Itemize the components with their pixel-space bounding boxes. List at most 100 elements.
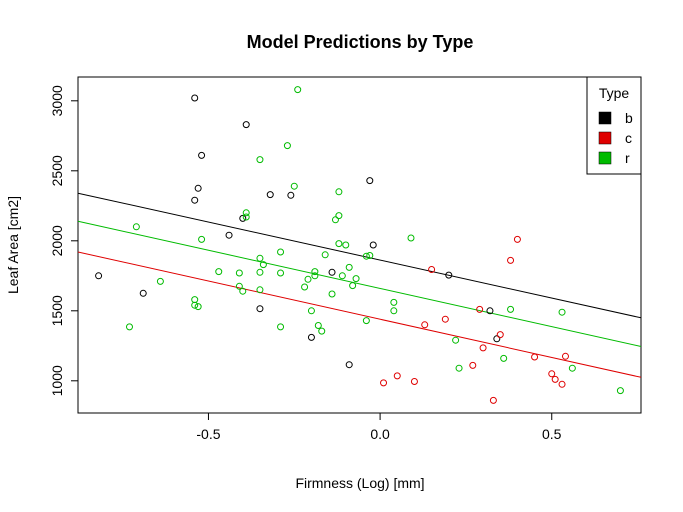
y-axis: 1000 1500 2000 2500 3000	[49, 85, 78, 396]
legend-label-c: c	[625, 130, 632, 146]
data-point-r	[256, 268, 264, 276]
x-axis: -0.5 0.0 0.5	[196, 413, 562, 442]
data-point-b	[266, 191, 274, 199]
data-point-c	[441, 315, 449, 323]
data-point-c	[548, 370, 556, 378]
plot-frame	[77, 76, 642, 414]
data-point-r	[338, 272, 346, 280]
data-point-r	[242, 213, 250, 221]
data-point-c	[421, 321, 429, 329]
data-point-b	[191, 94, 199, 102]
data-point-c	[479, 344, 487, 352]
data-point-r	[156, 277, 164, 285]
data-point-r	[335, 240, 343, 248]
data-point-r	[352, 275, 360, 283]
y-tick-label: 2000	[49, 225, 65, 256]
data-point-b	[328, 268, 336, 276]
data-point-r	[362, 252, 370, 260]
data-point-r	[452, 336, 460, 344]
data-point-b	[307, 333, 315, 341]
data-point-r	[318, 327, 326, 335]
y-tick-label: 3000	[49, 85, 65, 116]
data-point-b	[345, 361, 353, 369]
data-point-b	[225, 231, 233, 239]
data-point-r	[311, 268, 319, 276]
data-point-b	[198, 151, 206, 159]
data-point-r	[194, 303, 202, 311]
data-point-r	[256, 254, 264, 262]
data-point-r	[277, 248, 285, 256]
data-point-r	[235, 269, 243, 277]
data-point-b	[256, 305, 264, 313]
data-point-r	[500, 354, 508, 362]
data-point-c	[476, 305, 484, 313]
data-point-b	[194, 184, 202, 192]
legend-label-r: r	[625, 150, 630, 166]
data-point-b	[486, 307, 494, 315]
data-point-r	[125, 323, 133, 331]
data-point-r	[335, 188, 343, 196]
data-point-r	[191, 301, 199, 309]
legend-box	[586, 76, 642, 175]
data-point-r	[311, 272, 319, 280]
plot-area	[77, 76, 642, 414]
data-point-r	[256, 156, 264, 164]
data-point-r	[242, 209, 250, 217]
data-point-b	[369, 241, 377, 249]
data-point-r	[259, 261, 267, 269]
fit-line-c	[77, 251, 642, 378]
data-point-r	[294, 86, 302, 94]
data-point-r	[390, 307, 398, 315]
data-point-b	[366, 177, 374, 185]
data-point-r	[239, 287, 247, 295]
legend-items: bcr	[598, 110, 633, 166]
legend-label-b: b	[625, 110, 633, 126]
data-point-b	[242, 121, 250, 129]
data-point-c	[393, 372, 401, 380]
data-point-c	[513, 235, 521, 243]
x-axis-label: Firmness (Log) [mm]	[295, 475, 424, 491]
data-point-b	[287, 191, 295, 199]
data-point-r	[277, 269, 285, 277]
data-point-b	[191, 196, 199, 204]
data-point-r	[283, 142, 291, 150]
y-tick-label: 1500	[49, 295, 65, 326]
data-point-r	[321, 251, 329, 259]
data-point-r	[277, 323, 285, 331]
data-point-r	[215, 268, 223, 276]
data-point-r	[507, 305, 515, 313]
data-point-r	[235, 282, 243, 290]
data-point-r	[256, 286, 264, 294]
fit-lines	[77, 192, 642, 378]
y-tick-label: 1000	[49, 365, 65, 396]
legend-swatch-r	[598, 151, 612, 165]
fit-line-b	[77, 192, 642, 319]
data-point-r	[616, 387, 624, 395]
data-point-c	[496, 331, 504, 339]
data-point-r	[304, 275, 312, 283]
data-point-r	[301, 283, 309, 291]
data-point-c	[561, 352, 569, 360]
data-point-b	[95, 272, 103, 280]
data-point-c	[507, 256, 515, 264]
data-point-r	[345, 263, 353, 271]
data-point-r	[342, 241, 350, 249]
data-point-c	[410, 378, 418, 385]
fit-line-r	[77, 220, 642, 347]
data-point-r	[390, 298, 398, 306]
data-point-b	[239, 214, 247, 222]
data-point-c	[558, 380, 566, 388]
data-point-b	[493, 335, 501, 343]
data-point-c	[489, 396, 497, 404]
data-point-r	[314, 322, 322, 329]
data-point-b	[139, 289, 147, 297]
data-point-r	[366, 252, 374, 259]
data-points	[95, 86, 624, 404]
data-point-c	[428, 266, 436, 273]
data-point-r	[335, 212, 343, 220]
data-point-c	[469, 361, 477, 369]
chart-title: Model Predictions by Type	[247, 32, 474, 52]
legend: Type bcr	[586, 76, 642, 175]
data-point-r	[362, 317, 370, 325]
